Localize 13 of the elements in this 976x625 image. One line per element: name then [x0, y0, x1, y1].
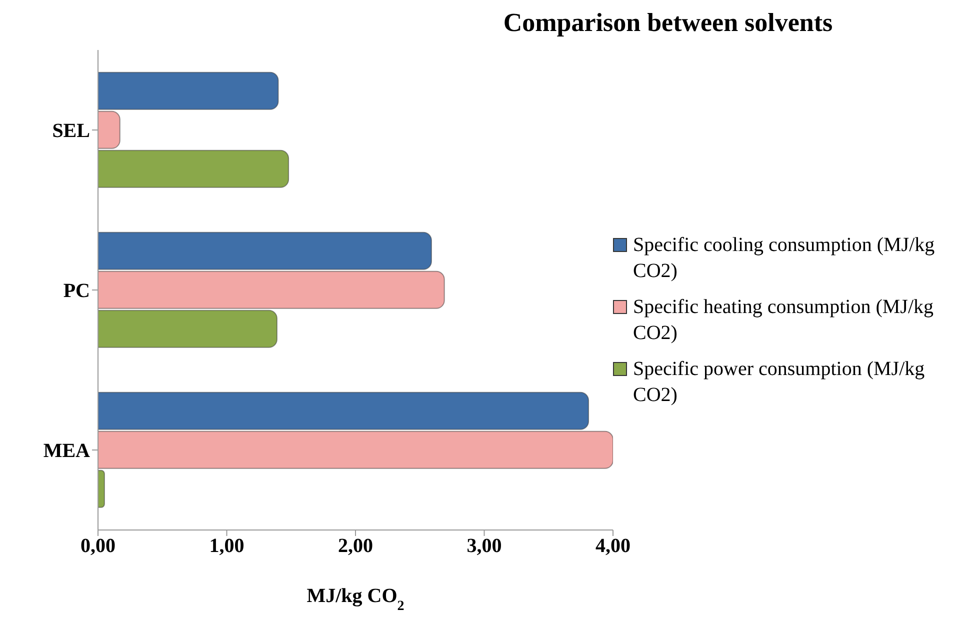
x-tick-label: 2,00 [338, 535, 373, 558]
y-tick-label: SEL [52, 120, 90, 142]
y-tick-label: PC [63, 280, 90, 302]
x-axis-title: MJ/kg CO$_{2}$ [306, 585, 404, 614]
x-tick-label: 0,00 [80, 535, 116, 558]
x-tick-label: 3,00 [466, 535, 502, 558]
x-tick-label: 4,00 [596, 535, 630, 558]
text: Comparison between solvents [502, 8, 834, 39]
y-tick-label: MEA [43, 440, 91, 462]
x-tick-label: 1,00 [209, 535, 244, 558]
legend-label: Specific power consumption (MJ/kg CO2) [633, 357, 926, 408]
legend-label: Specific cooling consumption (MJ/kg CO2) [633, 233, 936, 284]
legend-label: Specific heating consumption (MJ/kg CO2) [633, 295, 935, 346]
